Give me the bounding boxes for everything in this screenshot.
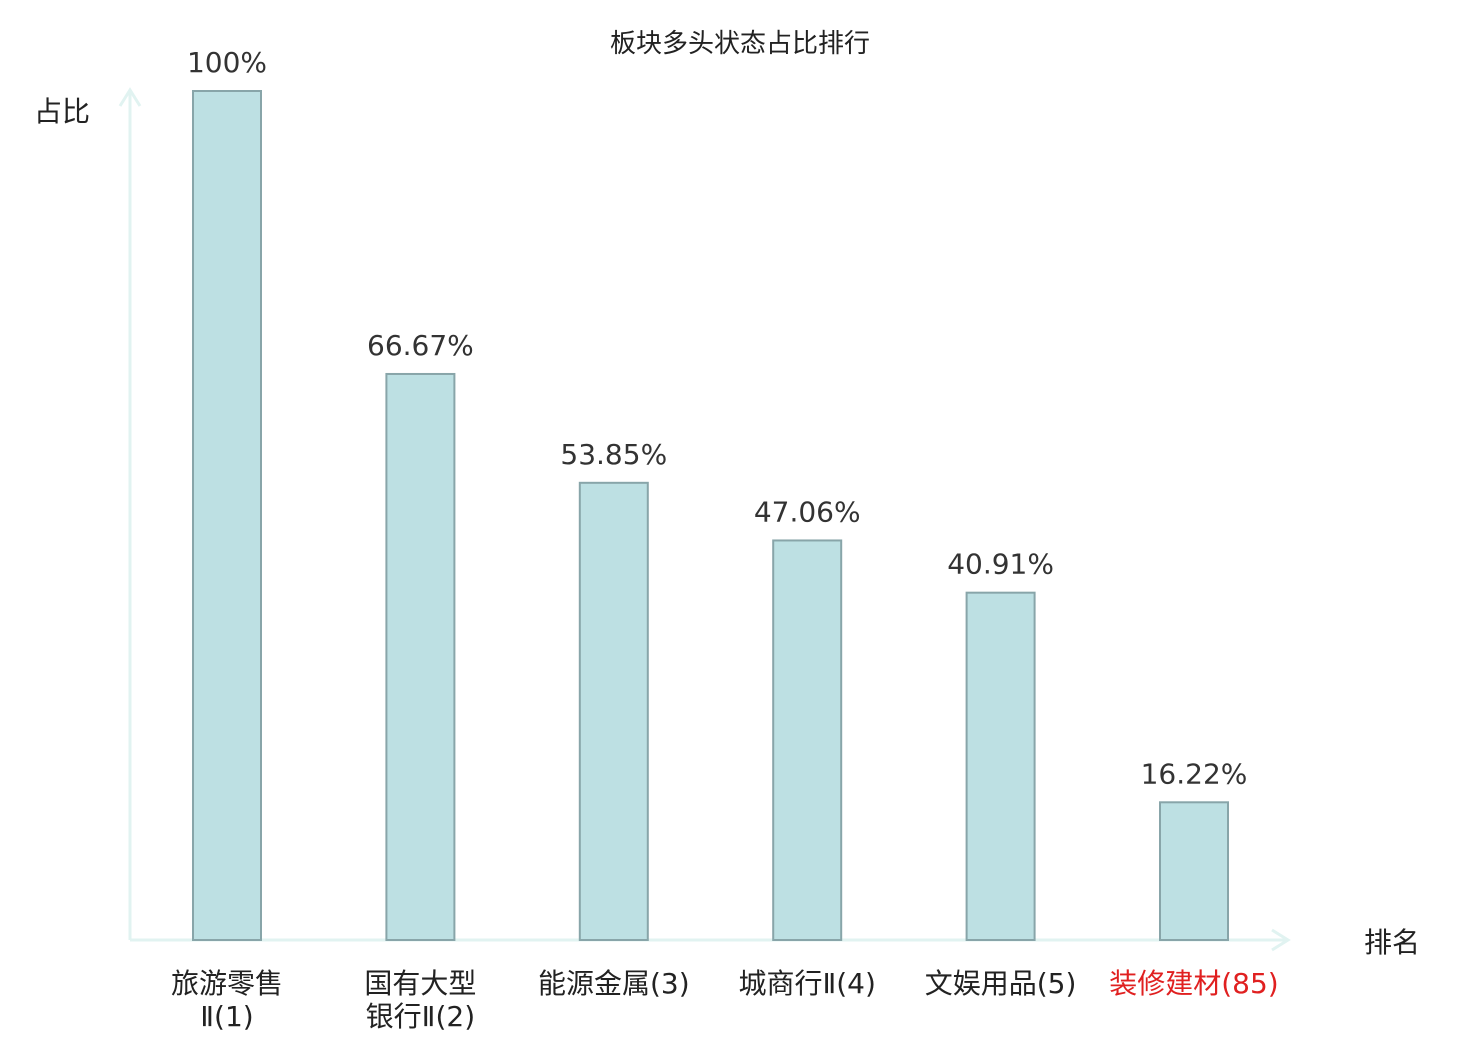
x-axis-label: 排名 [1364, 926, 1420, 959]
bar-2 [385, 372, 456, 942]
category-label-6: 装修建材(85) [1109, 967, 1278, 1000]
bar-3 [578, 481, 649, 941]
y-axis [118, 87, 142, 940]
value-label-5: 40.91% [947, 548, 1054, 581]
category-label-4: 城商行Ⅱ(4) [738, 967, 875, 1000]
bar-6 [1159, 801, 1229, 941]
bars [192, 90, 1229, 942]
value-label-3: 53.85% [560, 438, 667, 471]
bar-5 [965, 591, 1036, 941]
category-label-4-line-1: 城商行Ⅱ(4) [738, 967, 875, 1000]
category-label-3: 能源金属(3) [538, 967, 690, 1000]
category-label-1-line-1: 旅游零售 [171, 967, 283, 1000]
value-labels: 100% 66.67% 53.85% 47.06% 40.91% 16.22% [187, 46, 1247, 790]
category-label-1: 旅游零售 Ⅱ(1) [171, 967, 283, 1033]
category-label-6-line-1: 装修建材(85) [1109, 967, 1278, 1000]
category-label-3-line-1: 能源金属(3) [538, 967, 690, 1000]
category-label-5-line-1: 文娱用品(5) [925, 967, 1077, 1000]
value-label-6: 16.22% [1141, 757, 1248, 790]
category-labels: 旅游零售 Ⅱ(1) 国有大型银行Ⅱ(2) 能源金属(3) 城商行Ⅱ(4) 文娱用品(5) 装… [171, 967, 1279, 1033]
category-label-5: 文娱用品(5) [925, 967, 1077, 1000]
y-axis-label: 占比 [34, 95, 90, 128]
value-label-1: 100% [187, 46, 267, 79]
value-label-2: 66.67% [367, 329, 474, 362]
x-axis [130, 928, 1291, 952]
value-label-4: 47.06% [754, 495, 861, 528]
bar-4 [772, 539, 843, 941]
category-label-2-line-1: 国有大型 [364, 967, 476, 1000]
category-label-2-line-2: 银行Ⅱ(2) [366, 1000, 475, 1033]
bar-1 [192, 90, 262, 941]
category-label-1-line-2: Ⅱ(1) [200, 1000, 253, 1033]
chart-title: 板块多头状态占比排行 [610, 29, 870, 59]
category-label-2: 国有大型银行Ⅱ(2) [364, 967, 476, 1033]
